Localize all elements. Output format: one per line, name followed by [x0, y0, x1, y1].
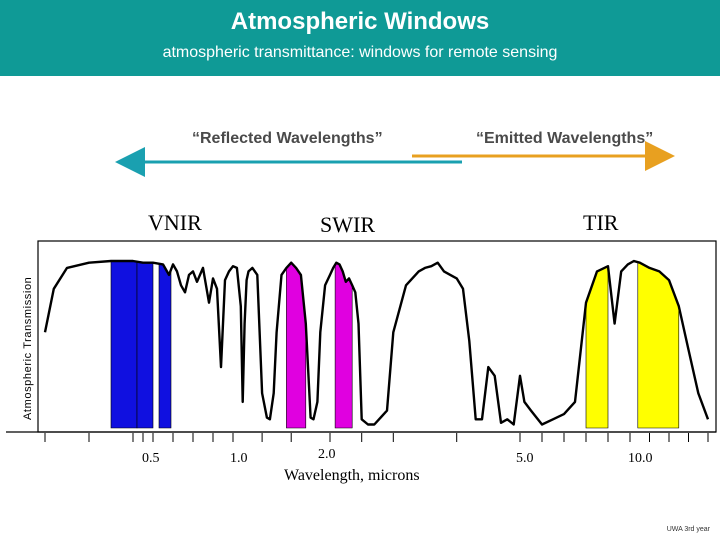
y-axis-label: Atmospheric Transmission	[22, 277, 34, 420]
x-minor-ticks	[44, 433, 709, 442]
x-tick-label-4: 10.0	[628, 451, 653, 466]
band-vnir-0	[110, 260, 138, 429]
x-tick-label-0: 0.5	[142, 451, 160, 466]
transmission-curve	[43, 259, 710, 426]
band-vnir-2	[158, 263, 172, 429]
x-tick-label-3: 5.0	[516, 451, 534, 466]
x-axis-label: Wavelength, microns	[284, 467, 420, 484]
band-vnir-1	[136, 261, 154, 429]
reflected-wavelengths-label: “Reflected Wavelengths”	[192, 130, 383, 147]
region-label-vnir: VNIR	[148, 210, 202, 235]
highlighted-bands	[110, 260, 680, 429]
footer-text: UWA 3rd year	[666, 526, 710, 533]
header-banner	[0, 0, 720, 76]
band-swir-1	[334, 262, 353, 429]
region-label-tir: TIR	[583, 210, 619, 235]
region-label-swir: SWIR	[320, 212, 375, 237]
x-tick-label-2: 2.0	[318, 447, 336, 462]
page-subtitle: atmospheric transmittance: windows for r…	[162, 44, 558, 61]
emitted-wavelengths-label: “Emitted Wavelengths”	[476, 130, 654, 147]
x-tick-label-1: 1.0	[230, 451, 248, 466]
page-title: Atmospheric Windows	[230, 8, 490, 35]
